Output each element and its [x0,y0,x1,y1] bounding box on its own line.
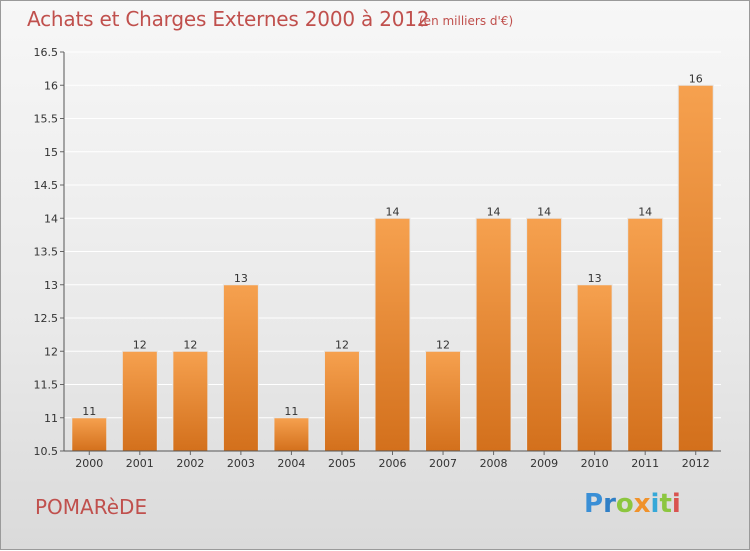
x-tick-label: 2007 [429,457,457,470]
y-tick-label: 14.5 [34,179,59,192]
town-name: POMARèDE [35,495,148,519]
x-tick-label: 2012 [682,457,710,470]
data-label: 11 [284,405,298,418]
x-tick-label: 2010 [581,457,609,470]
x-tick-label: 2001 [126,457,154,470]
y-tick-label: 12.5 [34,312,59,325]
y-tick-label: 15 [44,146,58,159]
y-tick-label: 13.5 [34,246,59,259]
data-label: 13 [234,272,248,285]
bar [323,350,360,452]
logo-letter: o [615,489,634,519]
y-tick-label: 15.5 [34,113,59,126]
x-tick-label: 2002 [176,457,204,470]
logo-letter: P [584,489,604,519]
logo-letter: r [603,489,616,519]
data-label: 11 [82,405,96,418]
data-label: 12 [335,338,349,351]
y-tick-label: 11 [44,412,58,425]
data-label: 13 [588,272,602,285]
bar [273,417,310,452]
y-tick-label: 14 [44,212,58,225]
x-tick-label: 2006 [379,457,407,470]
y-tick-label: 11.5 [34,379,59,392]
bar [71,417,108,452]
bars [71,84,714,452]
logo-letter: i [650,489,660,519]
bar [374,217,411,452]
x-tick-label: 2011 [631,457,659,470]
y-tick-label: 16.5 [34,46,59,59]
proxiti-logo: Proxiti [584,489,681,519]
bar [526,217,563,452]
chart-title: Achats et Charges Externes 2000 à 2012 [27,7,430,31]
x-tick-label: 2003 [227,457,255,470]
logo-letter: t [659,489,672,519]
logo-letter: i [671,489,681,519]
y-tick-label: 13 [44,279,58,292]
x-tick-label: 2005 [328,457,356,470]
chart-subtitle: (en milliers d'€) [419,14,514,28]
axes: 10.5 11 11.5 12 12.5 13 13.5 14 14.5 15 15.5 16 16.5… [34,46,721,470]
bar [627,217,664,452]
bar [576,284,613,452]
data-label: 12 [183,338,197,351]
x-tick-label: 2008 [480,457,508,470]
data-label: 14 [487,205,501,218]
x-tick-label: 2004 [277,457,305,470]
bar [172,350,209,452]
bar [425,350,462,452]
data-label: 12 [133,338,147,351]
data-label: 16 [689,72,703,85]
data-labels: 11 12 12 13 11 12 14 12 14 14 13 14 16 [82,72,702,418]
data-label: 14 [537,205,551,218]
logo-letter: x [633,489,651,519]
y-tick-label: 12 [44,345,58,358]
data-label: 14 [386,205,400,218]
bar [677,84,714,452]
x-tick-label: 2000 [75,457,103,470]
y-tick-label: 16 [44,79,58,92]
data-label: 12 [436,338,450,351]
data-label: 14 [638,205,652,218]
bar [222,284,259,452]
x-tick-label: 2009 [530,457,558,470]
y-tick-label: 10.5 [34,445,59,458]
bar [121,350,158,452]
bar [475,217,512,452]
